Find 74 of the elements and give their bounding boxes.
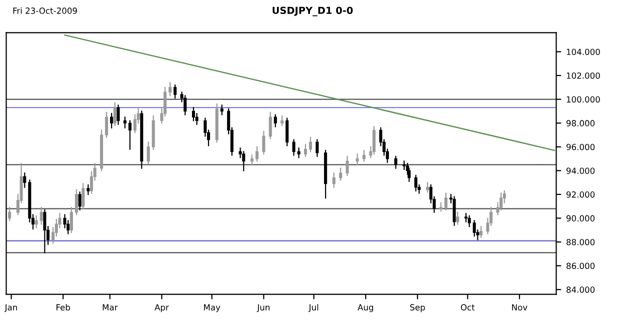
candlestick <box>426 182 430 193</box>
candlestick <box>339 168 342 181</box>
y-tick-label: 102.000 <box>566 72 600 79</box>
candlestick <box>242 151 246 172</box>
candlestick <box>297 147 300 158</box>
candlestick <box>220 104 224 116</box>
candlestick <box>86 184 90 195</box>
candlestick <box>113 102 116 126</box>
candlestick <box>128 120 132 150</box>
candlestick <box>286 118 289 146</box>
y-tick-label: 86.000 <box>566 262 595 270</box>
candlestick <box>105 112 108 138</box>
candlestick <box>444 192 448 210</box>
candlestick <box>456 212 460 225</box>
candlestick <box>332 172 336 188</box>
x-tick-label: Sep <box>410 304 425 312</box>
candlestick <box>146 142 150 164</box>
x-tick-label: Nov <box>512 304 528 310</box>
x-tick-label: Jul <box>308 304 318 312</box>
candlestick <box>23 172 26 188</box>
candlestick <box>82 183 85 210</box>
chart-title: USDJPY_D1 0-0 <box>272 6 353 16</box>
candlestick <box>174 84 177 99</box>
candlestick <box>268 112 272 140</box>
y-tick-label: 84.000 <box>566 286 595 293</box>
candlestick <box>43 209 46 254</box>
candlestick <box>372 126 376 155</box>
candlestick <box>116 104 120 125</box>
y-tick-label: 100.000 <box>566 96 600 103</box>
candlestick <box>292 139 296 156</box>
x-tick-label: Mar <box>102 304 118 310</box>
candlestick <box>40 206 43 225</box>
text: Fri 23-Oct-2009 <box>13 7 77 14</box>
x-tick-label: Jun <box>256 304 270 312</box>
candlestick <box>262 130 266 155</box>
candlestick <box>414 174 418 192</box>
candlestick <box>274 114 277 128</box>
candlestick <box>304 144 308 157</box>
candlestick <box>452 196 456 226</box>
candlestick <box>74 189 78 216</box>
candlestick <box>78 191 82 210</box>
x-tick-label: Apr <box>154 304 169 312</box>
candlestick <box>316 139 319 157</box>
candlestick <box>70 206 73 234</box>
x-tick-label: Jan <box>4 304 17 312</box>
candlestick <box>356 153 359 166</box>
candlestick <box>110 113 114 128</box>
candlestick <box>480 226 483 238</box>
x-tick-label: Aug <box>358 304 374 312</box>
candlestick <box>34 215 38 228</box>
candlestick <box>362 150 366 162</box>
candlestick <box>255 146 259 162</box>
y-tick-label: 88.000 <box>566 238 595 246</box>
candlestick <box>250 154 254 166</box>
y-tick-label: 96.000 <box>566 144 595 150</box>
candlestick <box>468 215 471 228</box>
candlestick <box>192 107 196 122</box>
x-tick-label: May <box>204 304 220 312</box>
y-tick-label: 94.000 <box>566 168 595 174</box>
y-tick-label: 90.000 <box>566 215 595 222</box>
candlestick <box>280 115 284 126</box>
candlestick <box>394 156 398 169</box>
candlestick <box>346 156 349 176</box>
y-tick-label: 98.000 <box>566 120 595 126</box>
candlestick <box>168 82 172 96</box>
candlestick <box>472 220 476 237</box>
candlestick <box>8 206 12 222</box>
y-tick-label: 104.000 <box>566 48 600 56</box>
x-tick-label: Feb <box>56 304 70 310</box>
x-tick-label: Oct <box>460 304 475 310</box>
candlestick <box>184 95 187 116</box>
y-tick-label: 92.000 <box>566 191 595 198</box>
candlestick <box>123 116 126 128</box>
candlestick <box>308 136 312 152</box>
